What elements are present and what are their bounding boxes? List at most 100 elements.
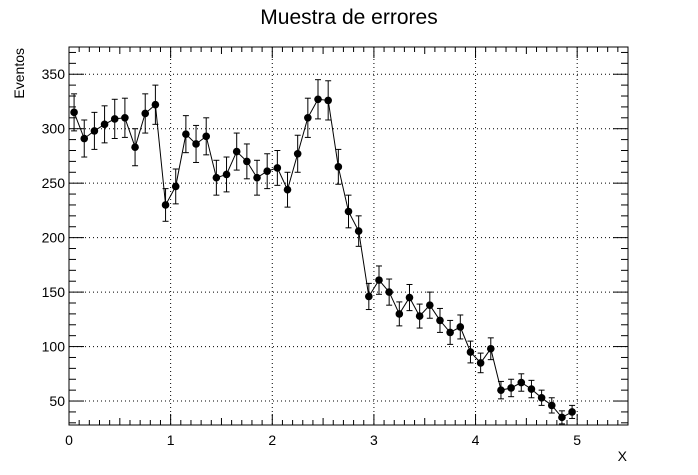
data-point: [365, 282, 373, 311]
data-marker: [80, 134, 89, 143]
data-marker: [70, 108, 78, 117]
data-marker: [182, 130, 190, 138]
data-point: [375, 265, 383, 295]
data-point: [293, 134, 302, 173]
data-marker: [171, 182, 180, 191]
data-marker: [476, 359, 485, 367]
data-point: [243, 143, 251, 180]
data-marker: [263, 167, 271, 175]
data-point: [304, 97, 312, 138]
data-point: [110, 98, 119, 140]
data-point: [171, 168, 180, 205]
y-tick-label: 250: [42, 175, 66, 191]
data-series: [70, 79, 576, 425]
axis-ticks: 0 1 2 3 4 5 50 100 150 200 250 300 350: [42, 47, 629, 448]
data-marker: [527, 385, 536, 393]
data-marker: [568, 408, 576, 416]
x-tick-label: 1: [167, 432, 175, 448]
data-point: [517, 373, 526, 392]
data-point: [568, 404, 576, 419]
data-marker: [375, 276, 383, 284]
data-marker: [405, 293, 414, 302]
x-tick-label: 2: [268, 432, 276, 448]
data-point: [131, 128, 139, 167]
data-marker: [202, 132, 211, 141]
data-marker: [324, 96, 332, 105]
data-marker: [456, 323, 465, 331]
data-point: [527, 379, 536, 399]
data-point: [151, 84, 160, 125]
data-marker: [192, 140, 200, 148]
data-point: [202, 117, 211, 156]
series-line: [73, 98, 573, 419]
data-point: [273, 149, 282, 186]
data-point: [334, 148, 343, 185]
data-point: [80, 119, 89, 158]
data-point: [486, 337, 495, 361]
y-axis-label: Eventos: [11, 48, 27, 99]
data-marker: [141, 109, 150, 118]
data-marker: [354, 227, 363, 235]
data-marker: [344, 207, 353, 216]
data-point: [161, 188, 170, 222]
data-point: [222, 156, 231, 193]
data-marker: [395, 310, 404, 318]
x-tick-label: 3: [370, 432, 378, 448]
data-point: [90, 111, 99, 150]
chart-title: Muestra de errores: [260, 6, 437, 29]
y-tick-label: 300: [42, 121, 66, 137]
x-tick-label: 5: [573, 432, 581, 448]
data-marker: [161, 201, 170, 209]
x-tick-label: 0: [65, 432, 73, 448]
data-point: [212, 159, 221, 196]
y-tick-label: 50: [49, 393, 65, 409]
data-marker: [232, 147, 241, 156]
data-point: [314, 79, 322, 120]
data-marker: [365, 292, 373, 301]
y-tick-label: 150: [42, 284, 66, 300]
x-tick-label: 4: [472, 432, 480, 448]
data-point: [558, 410, 566, 425]
data-marker: [507, 384, 515, 392]
data-point: [395, 301, 404, 327]
data-point: [466, 340, 475, 364]
data-marker: [517, 378, 526, 387]
data-marker: [121, 114, 129, 122]
data-marker: [334, 163, 343, 171]
data-point: [476, 352, 485, 374]
data-marker: [486, 344, 495, 353]
data-marker: [304, 114, 312, 122]
y-tick-label: 100: [42, 339, 66, 355]
data-marker: [446, 328, 454, 337]
data-point: [405, 283, 414, 312]
data-marker: [283, 185, 292, 194]
data-marker: [415, 312, 424, 320]
data-marker: [558, 413, 566, 422]
data-point: [497, 380, 505, 400]
data-point: [547, 397, 556, 414]
data-marker: [547, 401, 556, 410]
data-marker: [466, 348, 475, 356]
data-marker: [100, 120, 109, 129]
data-point: [121, 97, 129, 138]
data-marker: [253, 173, 261, 182]
data-point: [70, 93, 78, 132]
data-point: [385, 278, 393, 306]
data-point: [283, 171, 292, 208]
data-marker: [273, 164, 282, 172]
data-point: [253, 159, 261, 196]
data-point: [426, 291, 434, 319]
data-marker: [426, 301, 434, 309]
data-point: [446, 319, 454, 345]
data-point: [537, 389, 546, 406]
data-point: [354, 215, 363, 247]
data-marker: [222, 170, 231, 179]
data-point: [182, 115, 190, 154]
plot-frame: [68, 46, 629, 426]
data-point: [415, 303, 424, 329]
data-marker: [90, 127, 99, 135]
data-marker: [314, 95, 322, 104]
data-point: [324, 80, 332, 121]
data-marker: [436, 316, 444, 325]
